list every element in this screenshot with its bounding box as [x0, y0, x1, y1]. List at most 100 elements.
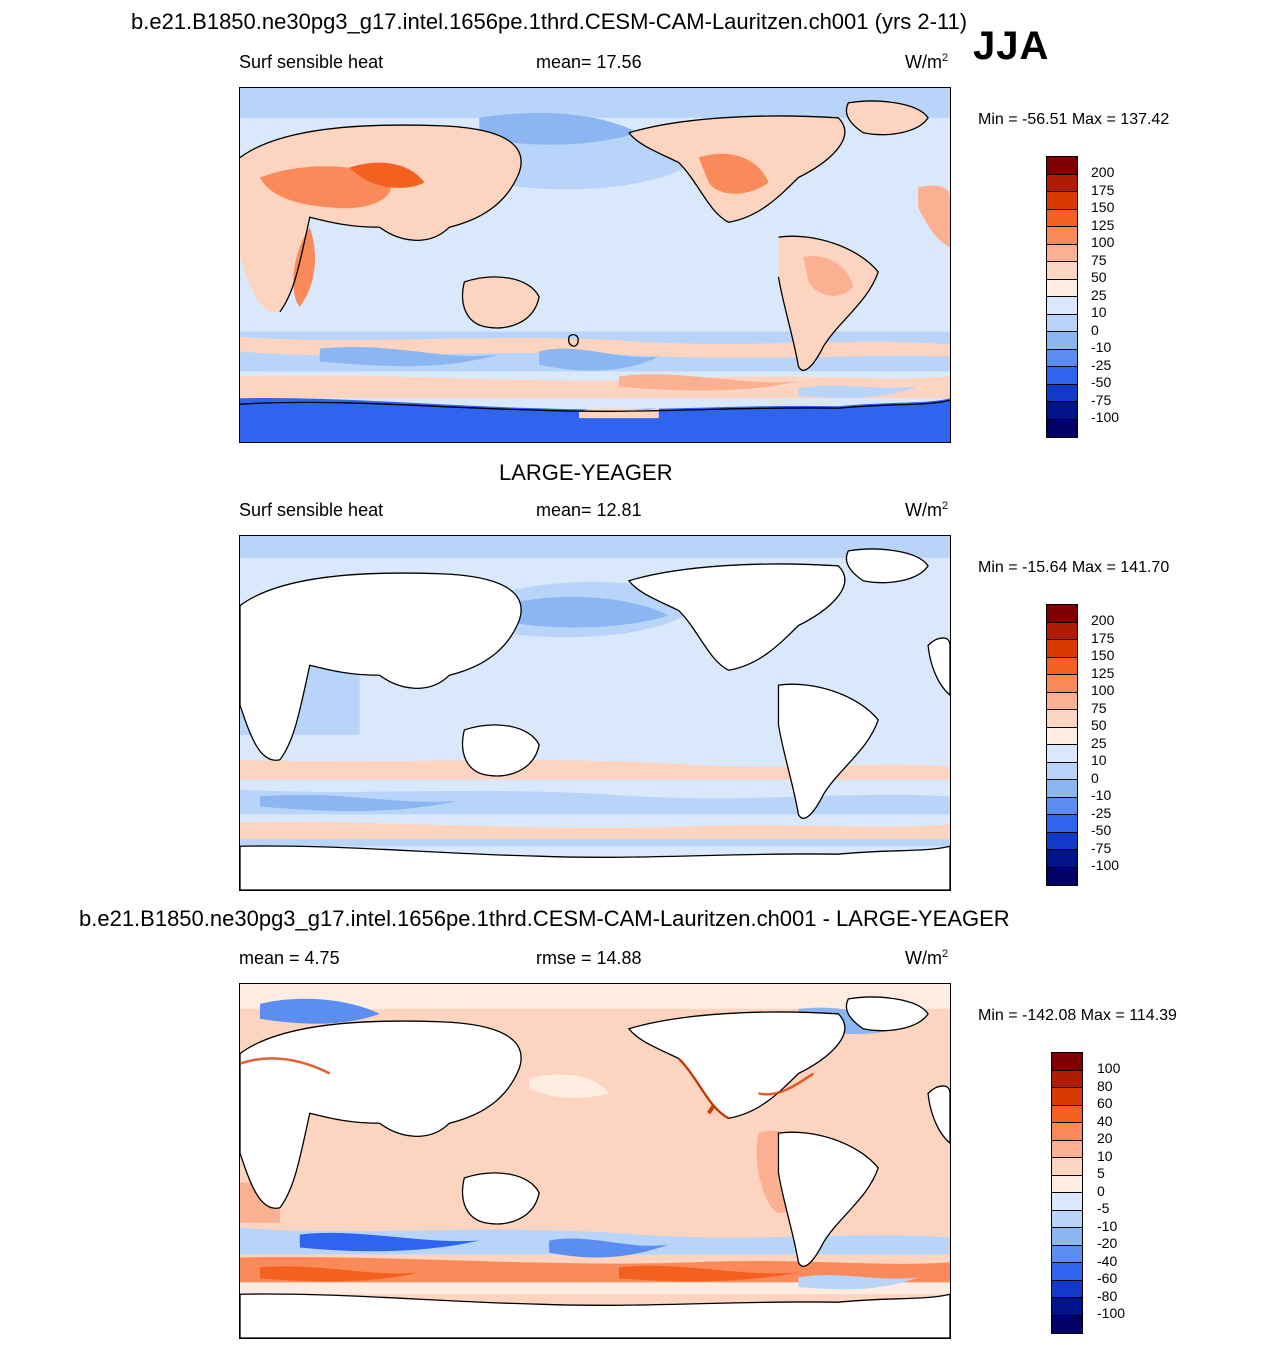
colorbar-swatch — [1047, 262, 1077, 280]
colorbar-swatch — [1052, 1228, 1082, 1246]
colorbar-swatch — [1047, 332, 1077, 350]
colorbar-label: -75 — [1091, 391, 1112, 408]
units-text: W/m — [905, 500, 942, 520]
panel2-map — [239, 535, 951, 891]
colorbar-label: 50 — [1091, 717, 1107, 733]
colorbar-label: 100 — [1091, 234, 1115, 250]
colorbar-swatch — [1047, 384, 1077, 402]
colorbar-swatch — [1047, 780, 1077, 798]
colorbar-label: 20 — [1097, 1130, 1113, 1146]
panel3-map — [239, 983, 951, 1339]
colorbar-swatch — [1052, 1263, 1082, 1281]
units-superscript: 2 — [941, 52, 949, 64]
colorbar-swatch — [1047, 157, 1077, 175]
colorbar-swatch — [1052, 1088, 1082, 1106]
colorbar-label: -80 — [1097, 1287, 1118, 1304]
colorbar-label: 100 — [1091, 682, 1115, 698]
panel2-field-label: Surf sensible heat — [239, 500, 384, 520]
colorbar-label: -10 — [1097, 1217, 1118, 1234]
colorbar-label: -75 — [1091, 839, 1112, 856]
colorbar-label: -10 — [1091, 339, 1112, 355]
colorbar-swatch — [1047, 675, 1077, 693]
colorbar-label: -20 — [1097, 1235, 1118, 1251]
panel1-minmax: Min = -56.51 Max = 137.42 — [978, 111, 1170, 128]
colorbar-swatch — [1052, 1245, 1082, 1263]
colorbar-label: 80 — [1097, 1077, 1113, 1094]
colorbar-label: 0 — [1091, 321, 1099, 338]
colorbar-swatch — [1047, 867, 1077, 885]
colorbar-swatch — [1047, 419, 1077, 437]
colorbar-swatch — [1052, 1210, 1082, 1228]
colorbar-label: -5 — [1097, 1200, 1110, 1216]
panel1-map — [239, 87, 951, 443]
panel3-minmax: Min = -142.08 Max = 114.39 — [978, 1007, 1177, 1024]
colorbar-swatch — [1052, 1175, 1082, 1193]
colorbar-label: 25 — [1091, 734, 1107, 751]
colorbar-label: -10 — [1091, 787, 1112, 803]
colorbar-swatch — [1047, 710, 1077, 728]
colorbar-swatch — [1047, 174, 1077, 192]
colorbar-label: 0 — [1091, 769, 1099, 786]
colorbar-swatch — [1047, 762, 1077, 780]
colorbar-label: 5 — [1097, 1165, 1105, 1181]
panel2-minmax: Min = -15.64 Max = 141.70 — [978, 559, 1170, 576]
colorbar-label: 150 — [1091, 647, 1115, 663]
colorbar-swatch — [1047, 640, 1077, 658]
colorbar-label: -100 — [1091, 409, 1120, 425]
colorbar-swatch — [1047, 244, 1077, 262]
colorbar-label: -60 — [1097, 1270, 1118, 1286]
colorbar-swatch — [1047, 832, 1077, 850]
colorbar-swatch — [1047, 727, 1077, 745]
panel3-mean: mean = 4.75 — [239, 948, 340, 968]
panel3-rmse: rmse = 14.88 — [536, 948, 642, 968]
panel3-colorbar — [1051, 1052, 1083, 1334]
colorbar-swatch — [1047, 657, 1077, 675]
colorbar-swatch — [1052, 1070, 1082, 1088]
colorbar-label: -25 — [1091, 356, 1112, 373]
colorbar-swatch — [1047, 367, 1077, 385]
colorbar-swatch — [1047, 314, 1077, 332]
colorbar-swatch — [1047, 850, 1077, 868]
colorbar-swatch — [1052, 1053, 1082, 1071]
colorbar-label: -40 — [1097, 1252, 1118, 1269]
colorbar-label: 175 — [1091, 181, 1115, 198]
colorbar-label: 75 — [1091, 251, 1107, 268]
colorbar-label: 200 — [1091, 164, 1115, 180]
colorbar-label: 125 — [1091, 664, 1115, 681]
colorbar-swatch — [1047, 745, 1077, 763]
colorbar-swatch — [1047, 209, 1077, 227]
units-superscript: 2 — [941, 500, 949, 512]
panel2-colorbar — [1046, 604, 1078, 886]
colorbar-label: 50 — [1091, 269, 1107, 285]
colorbar-swatch — [1047, 622, 1077, 640]
colorbar-swatch — [1052, 1123, 1082, 1141]
panel1-field-label: Surf sensible heat — [239, 52, 384, 72]
panel1-units: W/m2 — [905, 52, 948, 73]
colorbar-swatch — [1047, 815, 1077, 833]
colorbar-swatch — [1052, 1193, 1082, 1211]
colorbar-label: 0 — [1097, 1182, 1105, 1199]
panel1-colorbar — [1046, 156, 1078, 438]
colorbar-label: 175 — [1091, 629, 1115, 646]
panel3-units: W/m2 — [905, 948, 948, 969]
colorbar-swatch — [1052, 1158, 1082, 1176]
colorbar-swatch — [1052, 1105, 1082, 1123]
colorbar-label: 10 — [1091, 304, 1107, 320]
colorbar-swatch — [1047, 349, 1077, 367]
colorbar-swatch — [1047, 692, 1077, 710]
panel2-title: LARGE-YEAGER — [499, 460, 673, 485]
units-text: W/m — [905, 948, 942, 968]
colorbar-label: 10 — [1091, 752, 1107, 768]
colorbar-label: -50 — [1091, 374, 1112, 390]
panel3-title: b.e21.B1850.ne30pg3_g17.intel.1656pe.1th… — [79, 906, 1010, 931]
colorbar-label: 25 — [1091, 286, 1107, 303]
panel1-title: b.e21.B1850.ne30pg3_g17.intel.1656pe.1th… — [131, 9, 968, 34]
colorbar-label: -100 — [1091, 857, 1120, 873]
colorbar-swatch — [1052, 1280, 1082, 1298]
units-superscript: 2 — [941, 948, 949, 960]
colorbar-label: -50 — [1091, 822, 1112, 838]
colorbar-swatch — [1052, 1315, 1082, 1333]
colorbar-swatch — [1052, 1298, 1082, 1316]
colorbar-label: 40 — [1097, 1112, 1113, 1129]
colorbar-label: 100 — [1097, 1060, 1121, 1076]
